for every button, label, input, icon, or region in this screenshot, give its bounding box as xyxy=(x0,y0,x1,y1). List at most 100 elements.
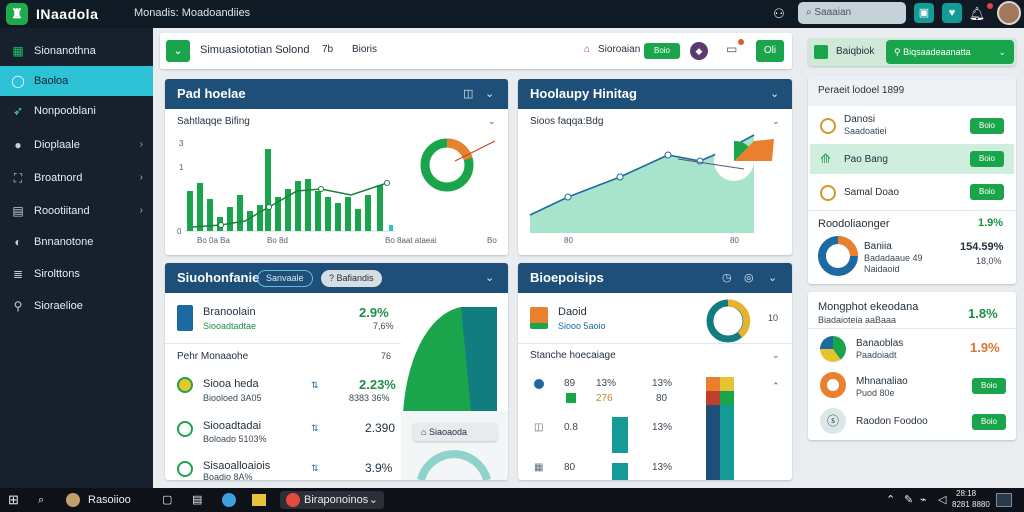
row-name: Daoid xyxy=(558,306,587,318)
metric-button[interactable]: Boio xyxy=(972,378,1006,394)
chart-icon: ⟰ xyxy=(820,151,831,166)
top-nav-text[interactable]: Monadis: Moadoandiies xyxy=(134,7,251,19)
volume-icon[interactable]: ◁ xyxy=(938,494,947,506)
square-button[interactable]: ▣ xyxy=(914,3,934,23)
chevron-down-icon[interactable]: ⌄ xyxy=(770,88,780,100)
taskbar-search-label[interactable]: Rasoiioo xyxy=(88,494,131,506)
user-icon[interactable]: ⚇ xyxy=(773,6,785,21)
right-top-label: Baiqbiok xyxy=(836,46,875,57)
panel-subtitle: Sahtlaqqe Bifing xyxy=(177,116,250,127)
clock-time[interactable]: 28:18 xyxy=(956,489,977,498)
leaf-icon xyxy=(177,421,193,437)
area-chart xyxy=(529,134,774,233)
tag-filter-2[interactable]: ? Bafiandis xyxy=(321,270,382,287)
list-item-button[interactable]: Boio xyxy=(970,184,1004,200)
row-value: 10 xyxy=(768,313,779,323)
help-icon: ? xyxy=(329,273,335,283)
trend-point xyxy=(318,186,324,192)
chevron-right-icon: › xyxy=(139,139,143,150)
search-icon[interactable]: ⌕ xyxy=(38,494,45,506)
list-item-name: Samal Doao xyxy=(844,187,900,198)
widgets-icon[interactable]: ▤ xyxy=(192,494,203,506)
donut-segment xyxy=(837,236,858,257)
sidebar-item-label: Nonpooblani xyxy=(34,105,96,117)
chevron-down-icon[interactable]: ⌄ xyxy=(772,116,780,126)
pill-button[interactable]: ⌂ Siaoaoda xyxy=(413,423,497,441)
side-area-graphic xyxy=(401,307,508,480)
area-point xyxy=(564,193,572,201)
bar xyxy=(612,417,628,453)
clock-icon[interactable]: ◷ xyxy=(722,272,732,284)
toolbar-right-text[interactable]: Bioris xyxy=(352,44,378,55)
trend-point xyxy=(266,204,272,210)
sidebar-item-label: Sionanothna xyxy=(34,45,96,57)
metric-sub: Paadoiadt xyxy=(856,350,897,360)
toolbar-link[interactable]: Sioroaian xyxy=(598,44,641,55)
chevron-down-icon[interactable]: ⌄ xyxy=(485,272,495,284)
chevron-up-icon[interactable]: ⌃ xyxy=(772,381,780,391)
chevron-down-icon[interactable]: ⌄ xyxy=(488,116,496,126)
task-view-icon[interactable]: ▢ xyxy=(162,494,173,506)
pen-icon[interactable]: ✎ xyxy=(904,494,914,506)
table-cell: 0.8 xyxy=(564,422,578,433)
toolbar-button-2[interactable]: Oli xyxy=(756,40,784,62)
taskbar-app[interactable]: Biraponoinos ⌄ xyxy=(280,491,384,509)
frame-icon: ⛶ xyxy=(13,171,23,185)
panel-title: Siuohonfanie xyxy=(177,270,260,285)
chevron-up-icon[interactable]: ⌃ xyxy=(886,494,896,506)
network-icon[interactable]: ⌁ xyxy=(920,494,927,506)
profile-icon[interactable]: ◆ xyxy=(690,42,708,60)
panel-bar-chart: Pad hoelae ◫ ⌄ Sahtlaqqe Bifing ⌄ 3 1 0 xyxy=(165,79,508,255)
windows-start-icon[interactable]: ⊞ xyxy=(8,492,19,507)
row-sub: Boloado 5103% xyxy=(203,434,267,444)
top-bar: ♜ INaadola Monadis: Moadoandiies ⚇ ⌕ Saa… xyxy=(0,0,1024,28)
sidebar-item-settings[interactable]: ⚲ Sioraelioe xyxy=(0,291,153,321)
bell-icon[interactable]: 🔔︎ xyxy=(968,6,986,21)
row-name: Sisaoalloaiois xyxy=(203,460,271,472)
browser-icon[interactable] xyxy=(222,493,236,507)
bar xyxy=(706,405,720,480)
app-logo[interactable]: ♜ xyxy=(6,3,28,25)
bar xyxy=(257,205,263,231)
chevron-right-icon: › xyxy=(139,205,143,216)
list-item-button[interactable]: Boio xyxy=(970,118,1004,134)
notifications-icon[interactable] xyxy=(996,493,1012,507)
chevron-down-icon[interactable]: ⌄ xyxy=(772,350,780,360)
sidebar-item-display[interactable]: ● Dioplaale › xyxy=(0,130,153,160)
metric-button[interactable]: Boio xyxy=(972,414,1006,430)
list-item-button[interactable]: Boio xyxy=(970,151,1004,167)
bar xyxy=(389,225,393,231)
tag-filter-1[interactable]: Sanvaale xyxy=(257,270,313,287)
table-cell: 80 xyxy=(656,393,668,404)
settings-icon[interactable]: ◎ xyxy=(744,272,754,284)
app-icon[interactable] xyxy=(66,493,80,507)
toolbar-button-1[interactable]: Boio xyxy=(644,43,680,59)
avatar[interactable] xyxy=(997,1,1021,25)
panel-title: Pad hoelae xyxy=(177,86,246,101)
sidebar-item-dashboard[interactable]: ▦ Sionanothna xyxy=(0,36,153,66)
panel-title: Peraeit lodoel 1899 xyxy=(818,85,905,96)
sidebar-item-overview[interactable]: ◯ Baoloa xyxy=(0,66,153,96)
folder-icon[interactable]: ▭ xyxy=(726,42,738,56)
sidebar-item-network[interactable]: ◐ Bnnanotone xyxy=(0,227,153,257)
search-input[interactable]: ⌕ Saaaian xyxy=(798,2,906,24)
bar-chart xyxy=(185,138,496,232)
bar xyxy=(265,149,271,231)
right-top-dropdown[interactable]: ⚲ Biqsaadeaanatta ⌄ xyxy=(886,40,1014,64)
sidebar-item-stack[interactable]: ≣ Sirolttons xyxy=(0,259,153,289)
sidebar-item-broadcast[interactable]: ⛶ Broatnord › xyxy=(0,163,153,193)
clock-date[interactable]: 8281 8880 xyxy=(952,500,990,509)
list-item-name: Danosi xyxy=(844,114,876,125)
chevron-down-icon[interactable]: ⌄ xyxy=(166,40,190,62)
row-sub: Siooo 5aoio xyxy=(558,321,606,331)
x-tick: Bo xyxy=(487,236,497,245)
sidebar-item-launch[interactable]: ➶ Nonpooblani xyxy=(0,96,153,126)
chevron-down-icon[interactable]: ⌄ xyxy=(768,272,778,284)
chevron-down-icon[interactable]: ⌄ xyxy=(485,88,495,100)
tag-label: Bafiandis xyxy=(336,273,374,283)
sidebar-item-root[interactable]: ▤ Roootiitand › xyxy=(0,196,153,226)
folder-icon[interactable] xyxy=(252,494,266,506)
shield-button[interactable]: ♥ xyxy=(942,3,962,23)
gauge-arc xyxy=(417,450,491,480)
image-icon[interactable]: ◫ xyxy=(463,88,474,100)
